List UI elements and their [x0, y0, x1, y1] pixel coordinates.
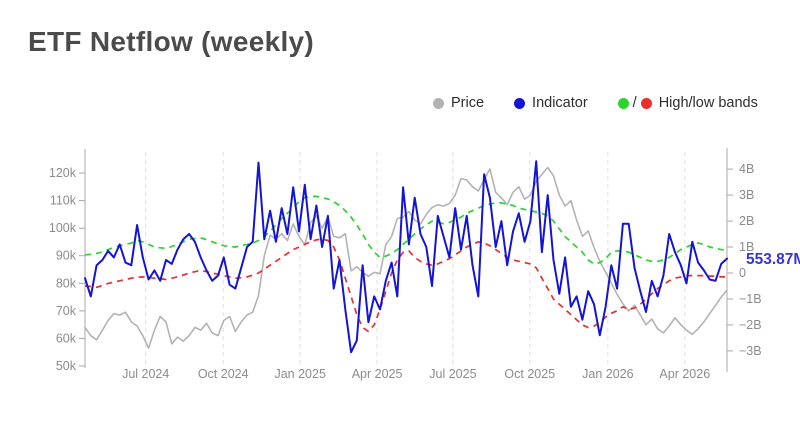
low-band-legend-dot-icon: [640, 97, 652, 109]
x-axis-tick-label: Oct 2024: [198, 367, 249, 381]
x-axis-tick-label: Apr 2025: [352, 367, 403, 381]
x-axis-tick-label: Jan 2026: [582, 367, 633, 381]
left-axis-tick-label: 100k: [49, 221, 77, 235]
legend-bands-separator: /: [632, 95, 637, 111]
legend-item-indicator[interactable]: Indicator: [514, 95, 588, 111]
right-axis-tick-label: 3B: [739, 188, 754, 202]
x-axis-tick-label: Jan 2025: [274, 367, 325, 381]
left-axis-tick-label: 110k: [50, 194, 77, 208]
left-axis-tick-label: 120k: [49, 166, 77, 180]
left-axis-ticks: 120k 110k 100k 90k 80k 70k 60k 50k: [49, 166, 85, 373]
right-axis-tick-label: −1B: [739, 292, 762, 306]
x-axis-tick-label: Oct 2025: [504, 367, 555, 381]
right-axis-tick-label: 4B: [739, 162, 754, 176]
x-axis-tick-label: Jul 2024: [122, 367, 169, 381]
left-axis-tick-label: 60k: [56, 331, 77, 345]
legend-bands-label: High/low bands: [658, 95, 758, 111]
right-axis-tick-label: −2B: [739, 318, 762, 332]
gridlines: [145, 152, 686, 368]
chart-legend: Price Indicator / High/low bands: [433, 95, 758, 111]
legend-item-price[interactable]: Price: [433, 95, 484, 111]
left-axis-tick-label: 50k: [56, 359, 77, 373]
right-axis-tick-label: 2B: [739, 214, 754, 228]
x-axis-tick-label: Jul 2025: [429, 367, 476, 381]
price-legend-dot-icon: [433, 97, 444, 109]
x-axis-tick-label: Apr 2026: [659, 367, 710, 381]
right-axis-tick-label: −3B: [739, 344, 762, 358]
indicator-line: [84, 160, 728, 354]
last-value-label: 553.87M: [746, 251, 800, 268]
high-band-legend-dot-icon: [617, 97, 629, 109]
left-axis-tick-label: 70k: [56, 304, 77, 318]
legend-item-bands[interactable]: / High/low bands: [617, 95, 758, 111]
right-axis-tick-label: 1B: [739, 240, 754, 254]
left-axis-tick-label: 90k: [56, 249, 77, 263]
right-axis-ticks: 4B 3B 2B 1B 0 −1B −2B −3B: [727, 162, 762, 358]
series-lines: [84, 160, 728, 354]
page-title: ETF Netflow (weekly): [28, 26, 315, 57]
right-axis-tick-label: 0: [739, 266, 746, 280]
indicator-legend-dot-icon: [514, 97, 526, 109]
left-axis-tick-label: 80k: [56, 276, 77, 290]
price-line: [84, 166, 728, 349]
legend-indicator-label: Indicator: [532, 95, 588, 111]
legend-price-label: Price: [451, 95, 485, 111]
x-axis-ticks: Jul 2024 Oct 2024 Jan 2025 Apr 2025 Jul 2025…: [122, 367, 710, 381]
